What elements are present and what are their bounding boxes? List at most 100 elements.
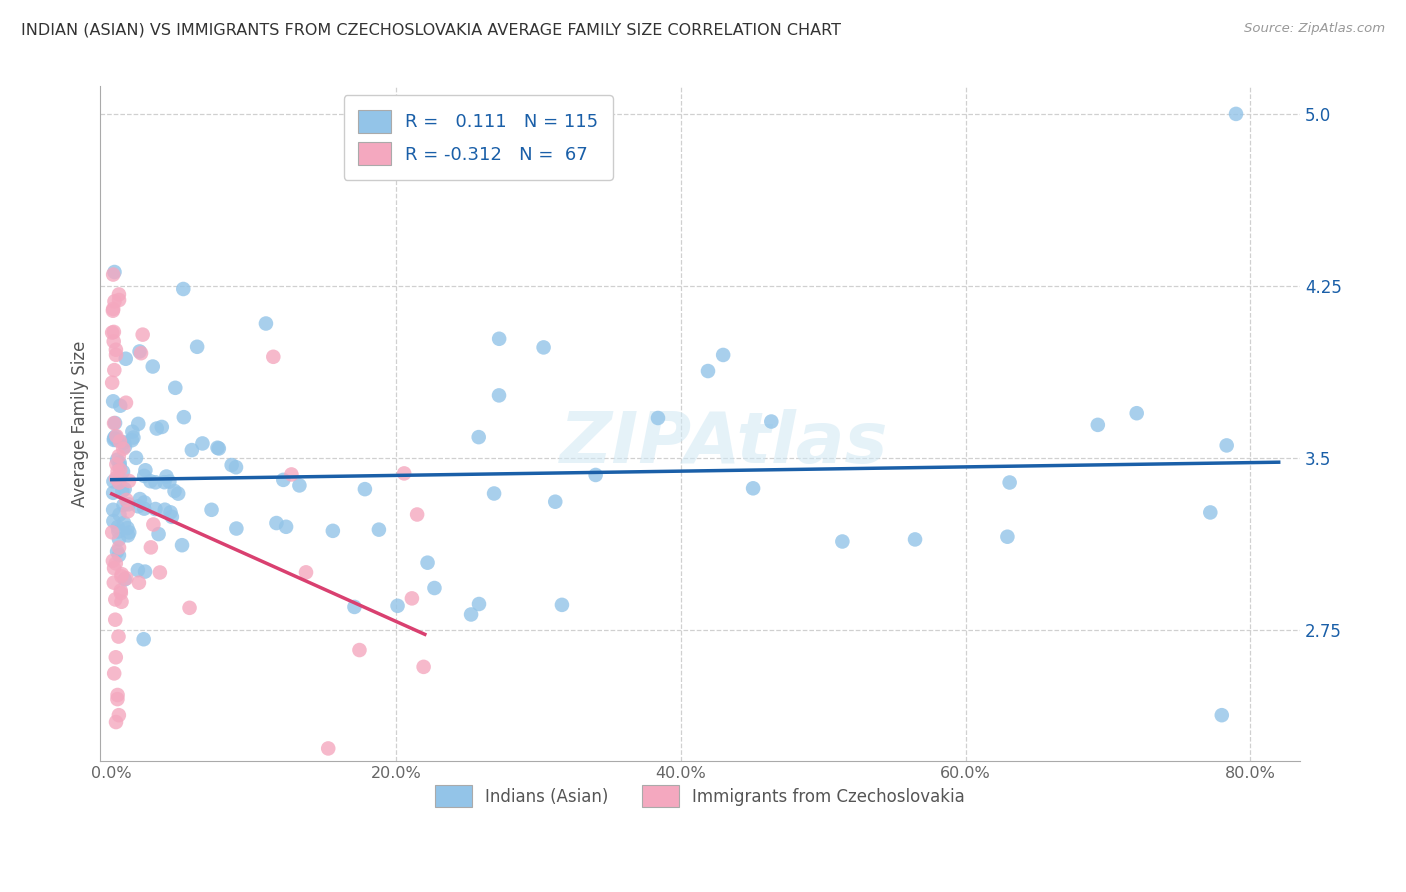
Point [544, 494, 567, 508]
Point [170, 538, 193, 552]
Point [134, 501, 156, 516]
Point [103, 475, 125, 489]
Point [107, 520, 129, 534]
Point [114, 573, 136, 587]
Point [115, 571, 138, 585]
Point [134, 469, 156, 483]
Point [101, 394, 124, 409]
Point [179, 600, 201, 615]
Point [105, 452, 128, 467]
Point [110, 583, 132, 598]
Point [112, 498, 135, 512]
Point [111, 567, 134, 582]
Point [108, 708, 131, 723]
Point [101, 525, 124, 540]
Point [354, 482, 377, 496]
Point [186, 340, 208, 354]
Point [104, 471, 127, 485]
Point [1125, 406, 1147, 420]
Point [167, 486, 190, 500]
Point [401, 591, 423, 606]
Point [108, 508, 131, 522]
Point [105, 544, 128, 558]
Point [115, 395, 138, 409]
Point [460, 607, 482, 622]
Point [101, 554, 124, 568]
Point [110, 586, 132, 600]
Point [111, 483, 134, 498]
Point [110, 595, 132, 609]
Point [585, 467, 607, 482]
Point [468, 597, 491, 611]
Point [101, 376, 124, 390]
Point [103, 265, 125, 279]
Point [262, 350, 284, 364]
Point [108, 548, 131, 562]
Point [904, 533, 927, 547]
Text: INDIAN (ASIAN) VS IMMIGRANTS FROM CZECHOSLOVAKIA AVERAGE FAMILY SIZE CORRELATION: INDIAN (ASIAN) VS IMMIGRANTS FROM CZECHO… [21, 22, 841, 37]
Point [761, 415, 783, 429]
Point [114, 482, 136, 496]
Point [134, 495, 156, 509]
Point [104, 416, 127, 430]
Point [104, 557, 127, 571]
Point [142, 359, 165, 374]
Point [127, 563, 149, 577]
Point [108, 463, 131, 477]
Point [107, 688, 129, 702]
Point [117, 521, 139, 535]
Point [316, 741, 339, 756]
Point [163, 483, 186, 498]
Point [101, 485, 124, 500]
Point [108, 434, 131, 449]
Point [998, 475, 1021, 490]
Point [149, 566, 172, 580]
Point [145, 502, 167, 516]
Point [142, 517, 165, 532]
Point [416, 556, 439, 570]
Point [148, 527, 170, 541]
Point [108, 456, 131, 470]
Point [101, 303, 124, 318]
Point [110, 569, 132, 583]
Point [225, 460, 247, 475]
Point [139, 541, 162, 555]
Point [697, 364, 720, 378]
Y-axis label: Average Family Size: Average Family Size [72, 341, 89, 507]
Point [114, 440, 136, 454]
Point [107, 524, 129, 539]
Point [254, 317, 277, 331]
Point [160, 509, 183, 524]
Point [107, 465, 129, 479]
Point [108, 475, 131, 490]
Point [112, 516, 135, 530]
Point [134, 463, 156, 477]
Point [103, 325, 125, 339]
Point [180, 443, 202, 458]
Point [107, 449, 129, 463]
Point [121, 425, 143, 439]
Point [127, 500, 149, 514]
Point [145, 475, 167, 490]
Point [150, 420, 173, 434]
Point [118, 474, 141, 488]
Point [398, 778, 420, 792]
Point [108, 293, 131, 307]
Point [128, 575, 150, 590]
Point [221, 458, 243, 472]
Point [108, 541, 131, 555]
Point [191, 436, 214, 450]
Legend: Indians (Asian), Immigrants from Czechoslovakia: Indians (Asian), Immigrants from Czechos… [429, 779, 972, 814]
Point [117, 504, 139, 518]
Point [107, 692, 129, 706]
Point [104, 592, 127, 607]
Point [105, 714, 128, 729]
Point [1199, 505, 1222, 519]
Point [112, 435, 135, 450]
Point [159, 505, 181, 519]
Point [101, 301, 124, 316]
Point [1211, 708, 1233, 723]
Point [103, 334, 125, 349]
Point [104, 650, 127, 665]
Point [103, 294, 125, 309]
